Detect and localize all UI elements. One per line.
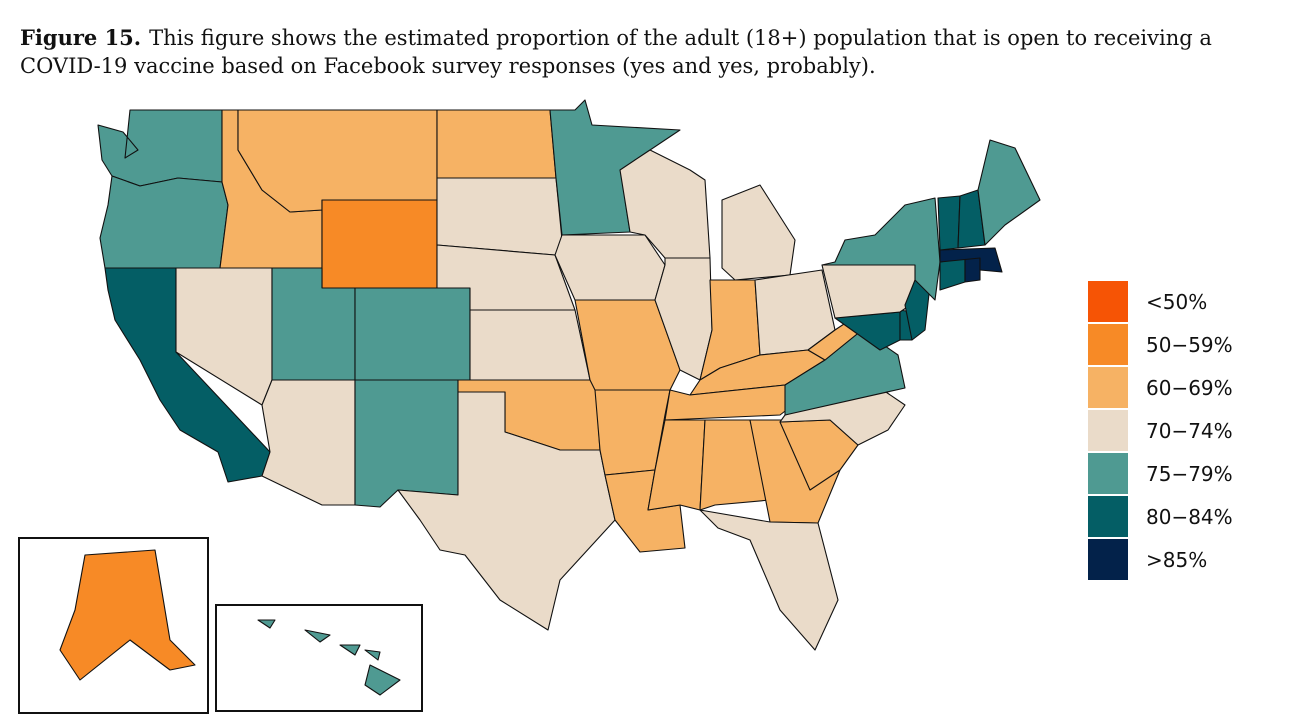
- state-vermont: [937, 195, 961, 251]
- caption-lead: Figure 15.: [20, 25, 142, 50]
- legend-label: 80−84%: [1146, 504, 1233, 529]
- legend-label: 60−69%: [1146, 375, 1233, 400]
- state-wyoming: [321, 199, 438, 289]
- legend-swatch: [1088, 324, 1128, 365]
- state-connecticut: [939, 257, 966, 291]
- state-iowa: [554, 234, 666, 301]
- caption-text: This figure shows the estimated proporti…: [20, 26, 1212, 78]
- alaska-inset-frame: [18, 537, 209, 714]
- state-florida: [699, 509, 839, 651]
- figure-caption: Figure 15. This figure shows the estimate…: [20, 24, 1270, 80]
- state-kansas: [469, 309, 591, 381]
- state-new-mexico: [354, 379, 459, 508]
- state-arizona: [261, 379, 356, 506]
- state-massachusetts: [939, 247, 1003, 273]
- hawaii-inset-frame: [215, 604, 423, 712]
- legend-item: 75−79%: [1088, 452, 1233, 495]
- state-hawaii: [257, 619, 401, 696]
- legend-label: <50%: [1146, 289, 1208, 314]
- state-south-dakota: [436, 177, 563, 256]
- legend-item: 80−84%: [1088, 495, 1233, 538]
- legend-swatch: [1088, 281, 1128, 322]
- legend-swatch: [1088, 539, 1128, 580]
- legend-item: 50−59%: [1088, 323, 1233, 366]
- legend-label: 50−59%: [1146, 332, 1233, 357]
- legend-label: 75−79%: [1146, 461, 1233, 486]
- legend-swatch: [1088, 410, 1128, 451]
- state-illinois: [654, 257, 713, 381]
- legend-item: <50%: [1088, 280, 1233, 323]
- legend: <50% 50−59% 60−69% 70−74% 75−79% 80−84% >85%: [1088, 280, 1233, 581]
- states-layer: [59, 99, 1041, 696]
- legend-swatch: [1088, 367, 1128, 408]
- state-michigan: [721, 184, 796, 281]
- state-colorado: [354, 287, 471, 381]
- state-north-dakota: [436, 109, 557, 179]
- legend-label: 70−74%: [1146, 418, 1233, 443]
- legend-item: 70−74%: [1088, 409, 1233, 452]
- legend-swatch: [1088, 453, 1128, 494]
- state-washington: [97, 109, 223, 187]
- state-maine: [977, 139, 1041, 246]
- state-alaska: [59, 549, 196, 681]
- state-rhode-island: [964, 257, 981, 283]
- state-alabama: [699, 419, 771, 511]
- legend-item: >85%: [1088, 538, 1233, 581]
- legend-item: 60−69%: [1088, 366, 1233, 409]
- state-texas: [397, 391, 616, 631]
- legend-swatch: [1088, 496, 1128, 537]
- legend-label: >85%: [1146, 547, 1208, 572]
- state-oregon: [99, 175, 229, 269]
